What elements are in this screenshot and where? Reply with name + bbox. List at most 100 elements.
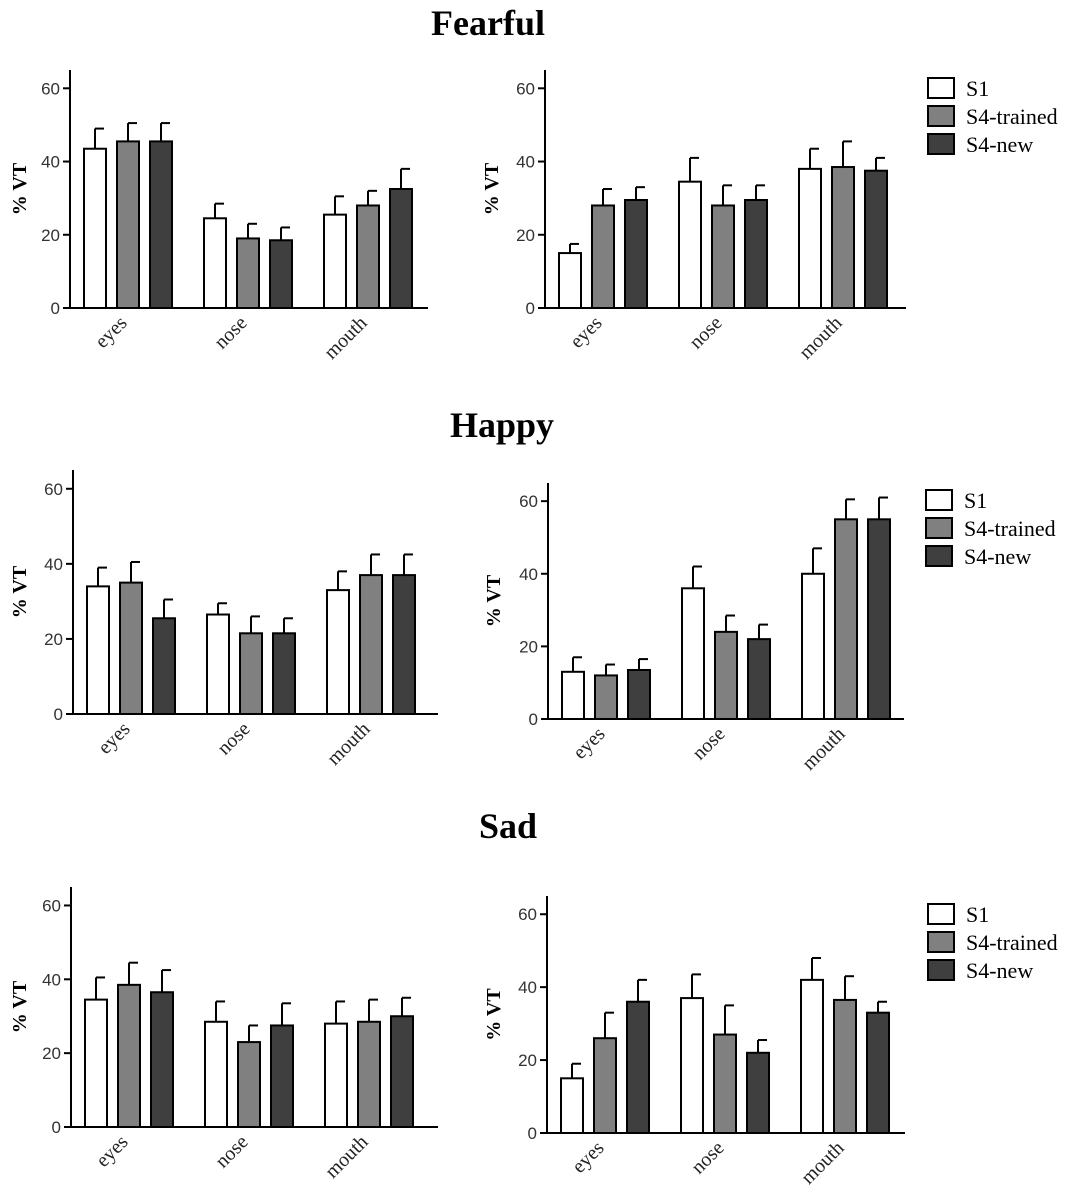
panel-happy-right: 0 20 40 60 % VT eyes nose mouth xyxy=(483,483,904,775)
y-axis-label: % VT xyxy=(483,574,505,627)
bar-nose-s1 xyxy=(681,587,705,720)
panel-fearful-left: 0 20 40 60 % VT eyes nose mouth xyxy=(9,70,428,364)
y-tick-label: 0 xyxy=(54,705,63,724)
category-label-mouth: mouth xyxy=(323,718,375,770)
category-label-nose: nose xyxy=(213,718,255,760)
bar-nose-s4-trained xyxy=(711,204,735,310)
y-tick-label: 60 xyxy=(516,79,535,98)
bar-mouth-s4-new xyxy=(867,518,891,720)
category-label-eyes: eyes xyxy=(569,723,610,764)
legend-label: S4-trained xyxy=(966,930,1058,955)
bar-eyes-s4-trained xyxy=(594,674,618,721)
bar-eyes-s4-new xyxy=(624,198,648,309)
y-tick-label: 0 xyxy=(526,299,535,318)
bar-mouth-s1 xyxy=(798,167,822,309)
section-title-happy: Happy xyxy=(450,405,554,445)
bar-nose-s1 xyxy=(203,217,227,310)
panel-sad-left: 0 20 40 60 % VT eyes nose mouth xyxy=(9,887,438,1183)
bar-mouth-s4-new xyxy=(866,1011,890,1135)
chart-panels: 0 20 40 60 % VT eyes nose mouth 0 20 40 60 % VT eyes n… xyxy=(9,70,906,1189)
bar-mouth-s4-new xyxy=(390,1015,414,1129)
y-tick-label: 20 xyxy=(44,630,63,649)
category-label-nose: nose xyxy=(211,1131,253,1173)
legend-label: S4-new xyxy=(964,544,1031,569)
category-label-eyes: eyes xyxy=(566,312,607,353)
y-tick-label: 20 xyxy=(516,226,535,245)
bar-nose-s4-new xyxy=(747,638,771,720)
bar-mouth-s1 xyxy=(801,572,825,720)
y-axis-label: % VT xyxy=(9,980,31,1033)
bar-mouth-s1 xyxy=(326,589,350,715)
bar-mouth-s1 xyxy=(323,213,347,309)
legend-swatch xyxy=(925,545,953,567)
bar-nose-s4-new xyxy=(272,632,296,715)
legend-fearful: S1 S4-trained S4-new xyxy=(927,76,1058,157)
bar-nose-s4-trained xyxy=(713,1033,737,1134)
bar-mouth-s1 xyxy=(324,1022,348,1128)
category-label-eyes: eyes xyxy=(568,1137,609,1178)
bar-eyes-s1 xyxy=(84,998,108,1128)
category-label-eyes: eyes xyxy=(92,1131,133,1172)
bar-mouth-s4-trained xyxy=(833,998,857,1135)
bar-mouth-s4-trained xyxy=(359,574,383,715)
y-tick-label: 0 xyxy=(52,1118,61,1137)
legend-label: S4-new xyxy=(966,132,1033,157)
bar-eyes-s4-trained xyxy=(591,204,615,310)
bar-nose-s4-new xyxy=(746,1051,770,1135)
legend-swatch xyxy=(927,77,955,99)
bar-nose-s4-new xyxy=(744,198,768,309)
bar-eyes-s4-new xyxy=(150,991,174,1128)
bar-mouth-s4-trained xyxy=(831,166,855,309)
panel-sad-right: 0 20 40 60 % VT eyes nose mouth xyxy=(483,896,905,1189)
bar-mouth-s1 xyxy=(800,978,824,1134)
bar-nose-s1 xyxy=(204,1020,228,1128)
bar-nose-s4-trained xyxy=(236,237,260,309)
category-label-nose: nose xyxy=(688,723,730,765)
bar-nose-s4-new xyxy=(270,1024,294,1129)
bar-nose-s4-trained xyxy=(237,1041,261,1128)
legend-swatch xyxy=(927,903,955,925)
y-tick-label: 0 xyxy=(528,1124,537,1143)
category-label-nose: nose xyxy=(687,1137,729,1179)
category-label-mouth: mouth xyxy=(321,1131,373,1183)
y-tick-label: 20 xyxy=(42,1044,61,1063)
legend-swatch xyxy=(925,489,953,511)
bar-eyes-s4-new xyxy=(152,617,176,715)
category-label-nose: nose xyxy=(210,312,252,354)
legend-label: S1 xyxy=(966,76,989,101)
category-label-mouth: mouth xyxy=(797,1137,849,1189)
y-axis-label: % VT xyxy=(9,162,31,215)
bar-eyes-s1 xyxy=(558,252,582,309)
y-tick-label: 60 xyxy=(42,896,61,915)
y-tick-label: 0 xyxy=(51,299,60,318)
y-tick-label: 40 xyxy=(516,153,535,172)
category-label-mouth: mouth xyxy=(320,312,372,364)
legend-sad: S1 S4-trained S4-new xyxy=(927,902,1058,983)
legend-swatch xyxy=(927,133,955,155)
legend-swatch xyxy=(925,517,953,539)
bar-eyes-s4-trained xyxy=(593,1037,617,1134)
legend-label: S4-trained xyxy=(964,516,1056,541)
y-tick-label: 40 xyxy=(44,555,63,574)
section-title-fearful: Fearful xyxy=(431,3,545,43)
bar-mouth-s4-trained xyxy=(357,1020,381,1128)
y-tick-label: 40 xyxy=(42,970,61,989)
y-tick-label: 20 xyxy=(518,1051,537,1070)
y-tick-label: 40 xyxy=(519,565,538,584)
legend-label: S4-trained xyxy=(966,104,1058,129)
bar-eyes-s4-trained xyxy=(119,581,143,715)
y-tick-label: 60 xyxy=(44,480,63,499)
bar-eyes-s4-trained xyxy=(117,983,141,1128)
bar-eyes-s1 xyxy=(83,147,107,309)
y-tick-label: 20 xyxy=(41,226,60,245)
y-tick-label: 60 xyxy=(41,79,60,98)
panel-fearful-right: 0 20 40 60 % VT eyes nose mouth xyxy=(481,70,906,364)
category-label-eyes: eyes xyxy=(94,718,135,759)
bar-nose-s4-trained xyxy=(239,632,263,715)
legend-swatch xyxy=(927,959,955,981)
legend-swatch xyxy=(927,931,955,953)
bar-mouth-s4-new xyxy=(392,574,416,715)
bar-eyes-s4-new xyxy=(627,668,651,721)
bar-eyes-s4-trained xyxy=(116,140,140,309)
